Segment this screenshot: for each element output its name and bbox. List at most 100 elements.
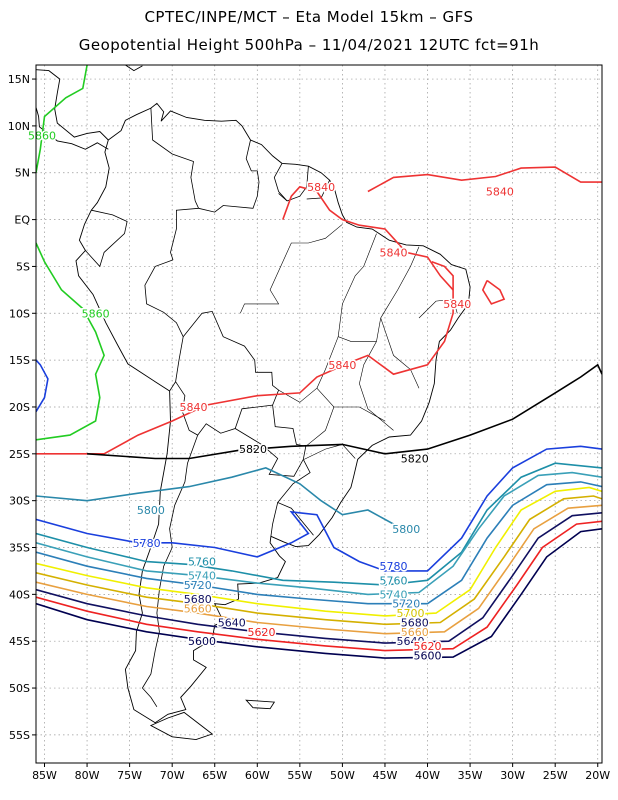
lat-tick-label: 35S (9, 542, 30, 555)
state-border (359, 246, 420, 431)
map-subtitle: Geopotential Height 500hPa – 11/04/2021 … (78, 36, 540, 54)
contour-label: 5660 (401, 626, 429, 639)
lon-tick-label: 45W (373, 769, 398, 782)
contour-5820 (87, 363, 602, 460)
contour-label: 5840 (307, 181, 335, 194)
contour-label: 5640 (218, 616, 246, 629)
contour-5780 (36, 445, 602, 572)
contour-label: 5600 (414, 649, 442, 662)
country-border (278, 166, 309, 202)
contour-label: 5720 (184, 579, 212, 592)
contour-5680 (36, 495, 602, 626)
contour-label: 5840 (179, 401, 207, 414)
contour-labels: 5860 5860 5840 5840 5840 5840 5840 5840 5820 5820… (26, 128, 515, 664)
contour-5760 (36, 462, 602, 586)
lat-tick-label: 20S (9, 401, 30, 414)
contour-label: 5680 (401, 616, 429, 629)
lat-tick-label: 30S (9, 495, 30, 508)
contour-label: 5860 (28, 129, 56, 142)
central-america-pacific (36, 107, 109, 150)
lon-tick-label: 80W (75, 769, 100, 782)
contour-label: 5760 (188, 556, 216, 569)
contour-label: 5860 (82, 307, 110, 320)
tierra-del-fuego (149, 711, 214, 741)
contour-5840-main (36, 261, 454, 455)
contour-label: 5740 (379, 588, 407, 601)
height-contours (36, 65, 602, 659)
country-border (198, 139, 260, 213)
state-border (418, 298, 458, 319)
lat-tick-label: 5S (16, 260, 30, 273)
contour-label: 5800 (137, 504, 165, 517)
country-border (197, 404, 273, 436)
country-border (85, 209, 128, 268)
central-america-coast (36, 69, 109, 141)
contour-5700 (36, 486, 602, 617)
coastlines-borders (36, 65, 471, 741)
lat-tick-label: 5N (15, 167, 30, 180)
lon-tick-label: 75W (117, 769, 142, 782)
longitude-axis: 85W 80W 75W 70W 65W 60W 55W 50W 45W 40W 35W 30W 25W 2… (32, 763, 610, 782)
contour-label: 5800 (392, 523, 420, 536)
contour-5740 (36, 471, 602, 596)
lat-tick-label: 50S (9, 682, 30, 695)
contour-label: 5600 (188, 635, 216, 648)
country-border (144, 259, 184, 392)
contour-5600 (36, 528, 602, 659)
contour-label: 5780 (379, 560, 407, 573)
contour-label: 5680 (184, 593, 212, 606)
country-border (150, 108, 199, 209)
contour-5860-north (36, 65, 88, 173)
country-border (270, 502, 279, 537)
lon-tick-label: 30W (500, 769, 525, 782)
contour-5720 (36, 481, 602, 605)
contour-5860-west (36, 242, 105, 441)
map-frame (35, 64, 603, 764)
lat-tick-label: 45S (9, 635, 30, 648)
lon-tick-label: 65W (202, 769, 227, 782)
contour-5840-atlantic (367, 166, 602, 193)
lat-tick-label: 25S (9, 448, 30, 461)
contour-5840-ring (481, 279, 506, 305)
lat-tick-label: EQ (14, 214, 30, 227)
lat-tick-label: 40S (9, 588, 30, 601)
contour-label: 5720 (392, 598, 420, 611)
lat-tick-label: 10N (8, 120, 30, 133)
contour-label: 5620 (248, 626, 276, 639)
state-border (305, 406, 335, 447)
contour-5800 (36, 467, 407, 535)
contour-label: 5840 (443, 298, 471, 311)
state-border (380, 317, 420, 389)
contour-label: 5760 (379, 574, 407, 587)
country-border (273, 163, 288, 202)
lon-tick-label: 20W (585, 769, 610, 782)
south-america-coast (75, 102, 471, 724)
state-border (316, 336, 386, 422)
country-border (141, 381, 199, 708)
latitude-axis: 15N 10N 5N EQ 5S 10S 15S 20S 25S 30S 35S 40S 45S 50S 5… (8, 73, 36, 742)
contour-label: 5620 (414, 640, 442, 653)
contour-5660 (36, 504, 602, 635)
lon-tick-label: 70W (160, 769, 185, 782)
lon-tick-label: 55W (287, 769, 312, 782)
contour-label: 5660 (184, 602, 212, 615)
lon-tick-label: 25W (543, 769, 568, 782)
contour-label: 5700 (396, 607, 424, 620)
state-border (337, 233, 377, 342)
lon-tick-label: 40W (415, 769, 440, 782)
lon-tick-label: 50W (330, 769, 355, 782)
state-border (303, 444, 356, 460)
contour-label: 5840 (379, 246, 407, 259)
lon-tick-label: 60W (245, 769, 270, 782)
contour-label: 5840 (486, 185, 514, 198)
contour-label: 5640 (396, 635, 424, 648)
lat-tick-label: 15S (9, 354, 30, 367)
lon-tick-label: 35W (458, 769, 483, 782)
state-border (240, 224, 343, 314)
contour-5620 (36, 520, 602, 652)
contour-label: 5740 (188, 570, 216, 583)
country-border (182, 310, 280, 406)
contour-5640 (36, 512, 602, 644)
contour-5840-amazon (282, 185, 454, 291)
